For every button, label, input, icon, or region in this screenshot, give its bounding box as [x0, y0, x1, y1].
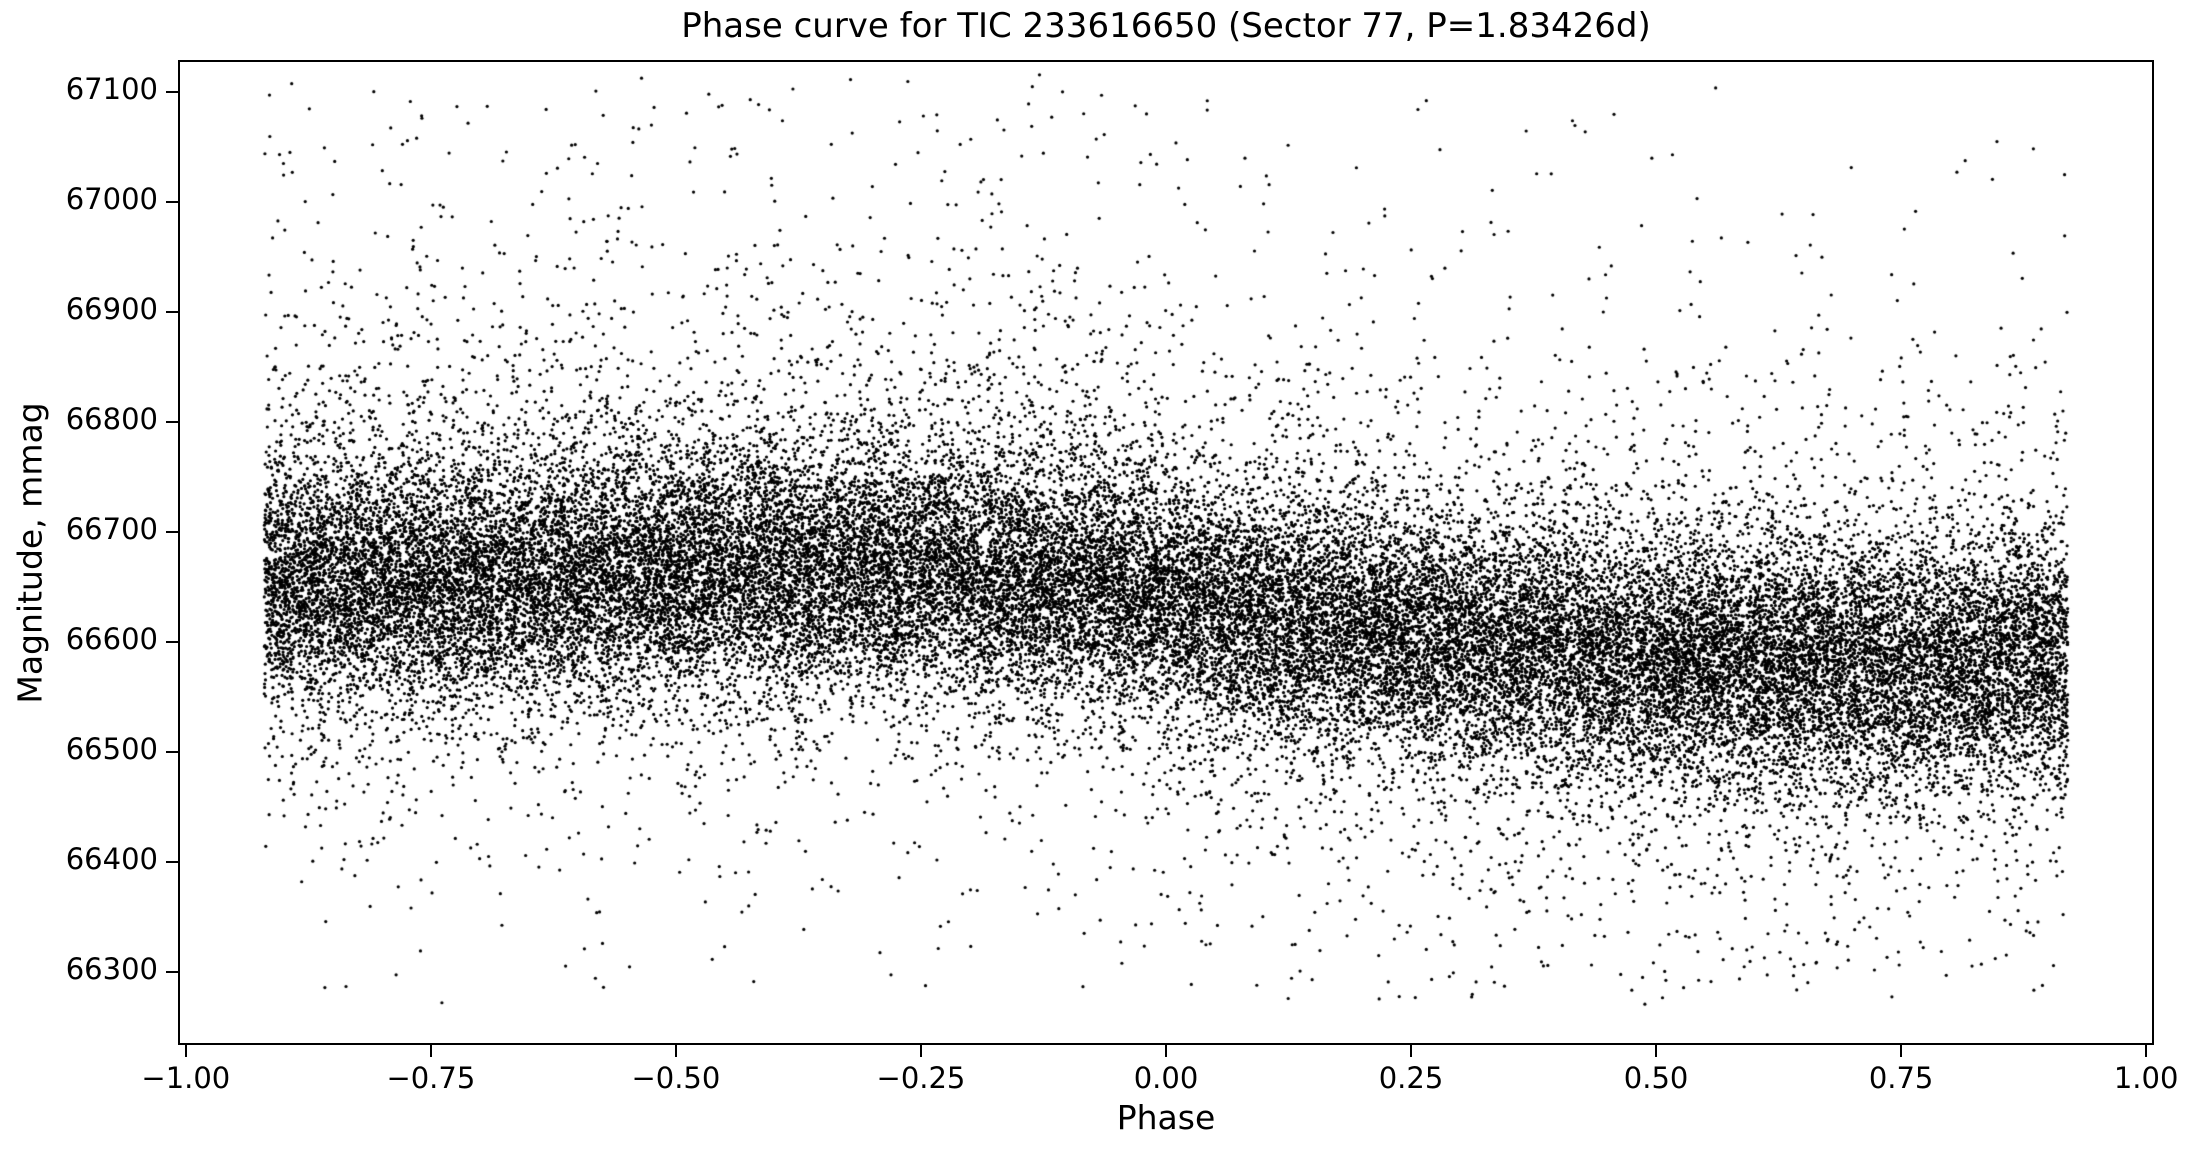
- y-tick-mark: [166, 971, 178, 974]
- y-axis-label: Magnitude, mmag: [10, 402, 50, 704]
- x-tick-mark: [1410, 1045, 1413, 1057]
- y-tick-label: 66900: [65, 292, 158, 327]
- y-tick-label: 67000: [65, 181, 158, 216]
- x-tick-mark: [674, 1045, 677, 1057]
- y-tick-label: 66700: [65, 512, 158, 547]
- x-tick-label: 0.00: [1133, 1061, 1199, 1095]
- y-tick-label: 66300: [65, 952, 158, 987]
- x-tick-label: −0.50: [631, 1061, 721, 1095]
- x-tick-mark: [1165, 1045, 1167, 1057]
- y-tick-mark: [166, 531, 178, 534]
- y-tick-label: 66500: [65, 732, 158, 767]
- x-tick-mark: [184, 1045, 187, 1057]
- x-tick-label: 0.25: [1378, 1061, 1444, 1095]
- x-tick-label: −1.00: [141, 1061, 231, 1095]
- y-tick-label: 67100: [65, 71, 158, 106]
- chart-title: Phase curve for TIC 233616650 (Sector 77…: [681, 6, 1651, 46]
- x-tick-mark: [1900, 1045, 1903, 1057]
- x-tick-label: −0.25: [876, 1061, 966, 1095]
- y-tick-mark: [166, 861, 178, 864]
- x-tick-label: 0.75: [1868, 1061, 1934, 1095]
- x-tick-mark: [2145, 1045, 2148, 1057]
- x-tick-mark: [429, 1045, 432, 1057]
- y-tick-label: 66400: [65, 842, 158, 877]
- x-axis-label: Phase: [1116, 1098, 1216, 1137]
- x-tick-label: 0.50: [1623, 1061, 1689, 1095]
- y-tick-label: 66800: [65, 402, 158, 437]
- y-tick-mark: [166, 200, 178, 203]
- y-tick-mark: [166, 421, 178, 424]
- y-tick-label: 66600: [65, 622, 158, 657]
- scatter-canvas: [178, 60, 2154, 1045]
- x-tick-label: 1.00: [2113, 1061, 2179, 1095]
- x-tick-mark: [1655, 1045, 1658, 1057]
- y-tick-mark: [166, 641, 178, 644]
- y-tick-mark: [166, 751, 178, 754]
- x-tick-label: −0.75: [386, 1061, 476, 1095]
- y-tick-mark: [166, 90, 178, 93]
- y-tick-mark: [166, 311, 178, 314]
- x-tick-mark: [919, 1045, 922, 1057]
